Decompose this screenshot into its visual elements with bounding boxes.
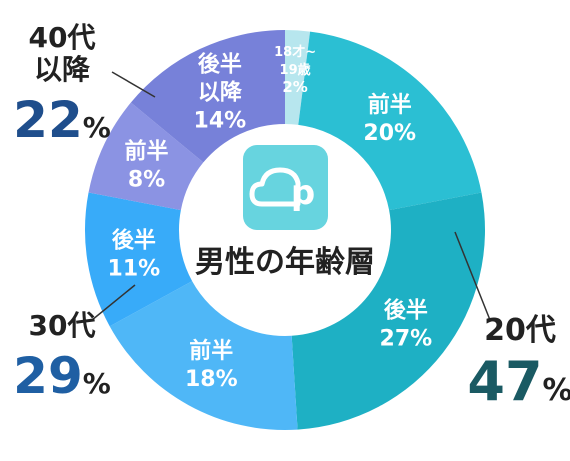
slice-category-label: 後半 [384,297,428,323]
group-percent-sign: % [83,111,111,144]
slice-value-label: 8% [128,168,165,193]
donut-slice [291,192,485,430]
slice-value-label: 14% [194,108,247,133]
donut-slice [130,30,285,163]
group-name-label: 20代 [484,313,556,348]
donut-slice [298,31,482,211]
donut-slice [88,102,204,211]
donut-slice [109,281,298,431]
app-icon: p [243,145,328,230]
slice-category-label: 後半 [112,228,156,254]
group-name-label: 以降 [34,53,91,86]
group-name-label: 40代 [29,21,96,54]
logo-letter: p [291,173,315,213]
slice-value-label: 18% [185,367,238,392]
donut-slices [84,30,485,431]
group-percent-number: 29 [13,347,83,405]
slice-category-label: 前半 [125,139,169,165]
group-percent-label: 22% [13,91,111,149]
slice-category-label: 後半 [198,51,242,77]
group-percent-label: 47% [467,350,570,413]
slice-value-label: 27% [380,326,433,351]
slice-category-label: 19歳 [280,62,311,78]
slice-category-label: 前半 [189,338,233,364]
slice-value-label: 2% [282,78,307,96]
chart-title: 男性の年齢層 [195,245,375,280]
slice-category-label: 前半 [368,92,412,118]
donut-slice [84,192,193,327]
group-name-label: 30代 [29,309,96,342]
callout-line-20s [454,231,491,321]
slice-category-label: 18才~ [274,44,316,60]
callout-line-30s [91,284,136,321]
slice-value-label: 20% [363,121,416,146]
group-percent-number: 22 [13,91,83,149]
group-percent-sign: % [83,367,111,400]
group-percent-sign: % [543,373,570,408]
callout-line-40s [111,71,156,98]
group-percent-label: 29% [13,347,111,405]
group-percent-number: 47 [467,350,542,413]
slice-category-label: 以降 [198,80,243,105]
slice-value-label: 11% [108,257,161,282]
cloud-icon [249,167,301,207]
donut-slice [285,30,311,125]
